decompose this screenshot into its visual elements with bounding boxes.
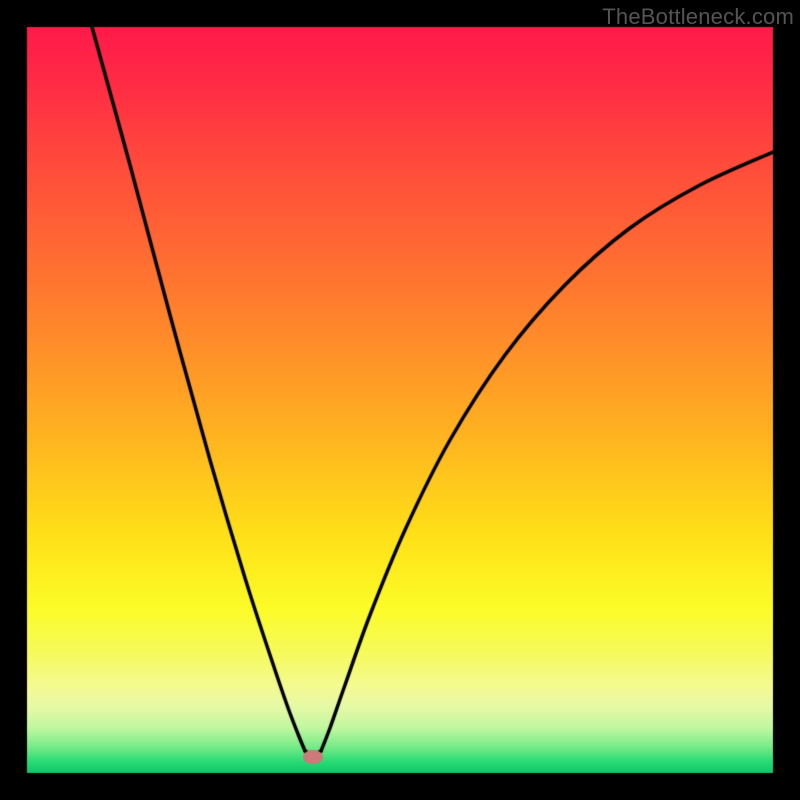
bottleneck-chart-canvas	[0, 0, 800, 800]
watermark-text: TheBottleneck.com	[602, 4, 794, 30]
